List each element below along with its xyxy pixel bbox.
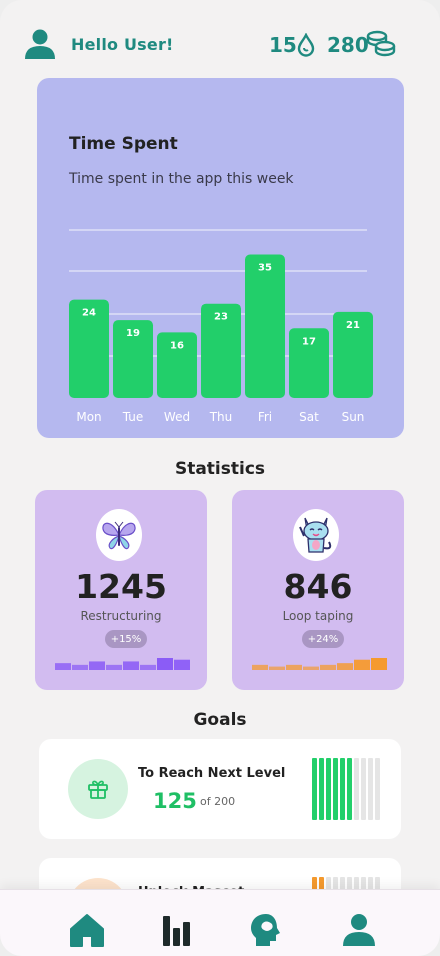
bottom-nav: [0, 889, 440, 956]
time-spent-subtitle: Time spent in the app this week: [69, 171, 294, 187]
goal-current: 125: [153, 789, 197, 813]
chart-bar: [201, 303, 241, 398]
x-tick-label: Tue: [122, 410, 144, 424]
goal-progress-segment: [333, 758, 338, 820]
goal-progress-segment: [368, 758, 373, 820]
chart-bar: [69, 299, 109, 398]
mind-icon[interactable]: [248, 912, 284, 948]
user-avatar-icon[interactable]: [24, 28, 56, 60]
goal-progress-segment: [354, 758, 359, 820]
greeting-text: Hello User!: [71, 35, 174, 54]
chart-bar: [289, 328, 329, 398]
drop-icon: [297, 33, 315, 57]
bar-value-label: 35: [258, 263, 272, 274]
sparkline-bar: [354, 659, 370, 670]
chart-bar: [333, 311, 373, 398]
stat-label: Restructuring: [80, 609, 162, 623]
time-spent-title: Time Spent: [69, 134, 178, 154]
stat-value: 846: [283, 567, 353, 606]
sparkline-bar: [303, 666, 319, 670]
sparkline-bar: [89, 661, 105, 670]
time-spent-chart: 24 Mon 19 Tue 16 Wed 23 Thu 35 Fri 17 Sat 21 Sun: [69, 229, 373, 424]
stats-icon[interactable]: [159, 912, 195, 948]
x-tick-label: Sat: [299, 410, 319, 424]
goal-progress-segment: [375, 758, 380, 820]
sparkline-bar: [55, 663, 71, 670]
bar-value-label: 17: [302, 336, 316, 347]
goal-progress-segment: [326, 758, 331, 820]
coin-count: 280: [327, 33, 369, 57]
header: Hello User! 15 280: [0, 0, 440, 78]
x-tick-label: Mon: [76, 410, 101, 424]
goal-progress-segment: [347, 758, 352, 820]
home-icon[interactable]: [69, 912, 105, 948]
sparkline-bar: [252, 664, 268, 670]
bar-value-label: 24: [82, 308, 96, 319]
goal-card-next-level[interactable]: To Reach Next Level 125 of 200: [39, 739, 401, 839]
x-tick-label: Fri: [258, 410, 272, 424]
goal-progress-bars: [312, 758, 380, 820]
goal-progress-segment: [319, 758, 324, 820]
butterfly-icon: [96, 509, 142, 561]
stat-card-loop-taping[interactable]: 846 Loop taping +24%: [232, 490, 404, 690]
goal-title: To Reach Next Level: [138, 766, 286, 781]
stat-change-badge: +15%: [105, 630, 147, 648]
chart-bar: [157, 332, 197, 398]
sparkline-bar: [157, 658, 173, 670]
bar-value-label: 23: [214, 312, 228, 323]
x-tick-label: Thu: [209, 410, 233, 424]
chart-bar: [113, 320, 153, 398]
sparkline-bar: [123, 661, 139, 670]
sparkline-bar: [174, 659, 190, 670]
sparkline-bar: [72, 664, 88, 670]
sparkline-bar: [140, 664, 156, 670]
goals-title: Goals: [193, 710, 247, 730]
coins-icon: [366, 30, 396, 57]
statistics-title: Statistics: [174, 459, 266, 479]
goal-progress-segment: [312, 758, 317, 820]
x-tick-label: Sun: [342, 410, 365, 424]
goal-progress-segment: [340, 758, 345, 820]
goal-progress-segment: [361, 758, 366, 820]
bar-value-label: 16: [170, 340, 184, 351]
sparkline-bar: [371, 658, 387, 670]
sparkline-bar: [269, 666, 285, 670]
goal-total: of 200: [200, 795, 236, 808]
stat-sparkline: [252, 658, 387, 670]
sparkline-bar: [320, 664, 336, 670]
bar-value-label: 19: [126, 328, 140, 339]
stat-card-restructuring[interactable]: 1245 Restructuring +15%: [35, 490, 207, 690]
time-spent-card: Time Spent Time spent in the app this we…: [37, 78, 404, 438]
sparkline-bar: [337, 663, 353, 670]
stat-sparkline: [55, 658, 190, 670]
chart-bar: [245, 254, 285, 398]
sparkline-bar: [106, 664, 122, 670]
sparkline-bar: [286, 664, 302, 670]
profile-icon[interactable]: [341, 912, 377, 948]
stat-change-badge: +24%: [302, 630, 344, 648]
bar-value-label: 21: [346, 320, 360, 331]
gift-icon: [68, 759, 128, 819]
cat-icon: [293, 509, 339, 561]
streak-count: 15: [269, 33, 297, 57]
stat-value: 1245: [75, 567, 167, 606]
stat-label: Loop taping: [282, 609, 354, 623]
x-tick-label: Wed: [164, 410, 190, 424]
